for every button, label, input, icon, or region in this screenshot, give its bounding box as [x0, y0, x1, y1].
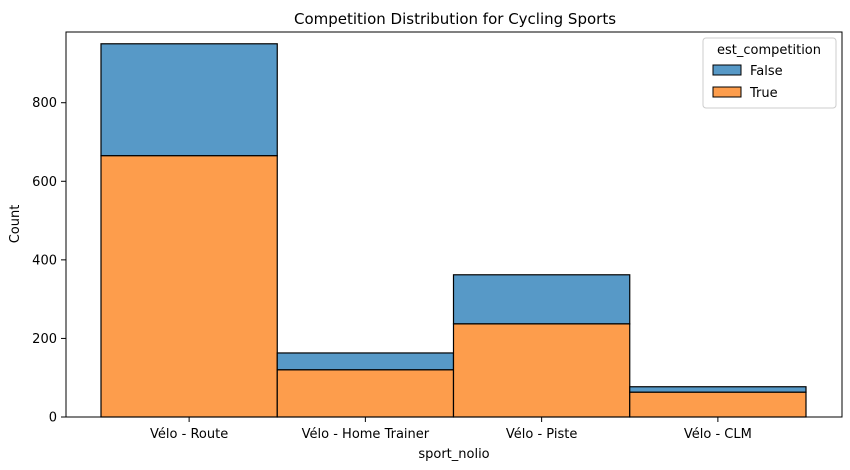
x-tick-label-2: Vélo - Piste	[506, 427, 577, 442]
bar-false-2	[452, 274, 631, 325]
bar-true-1	[276, 369, 455, 418]
bar-false-1	[276, 352, 455, 371]
y-tick-label-4: 800	[32, 96, 57, 111]
x-tick-label-3: Vélo - CLM	[684, 427, 752, 442]
plot-area	[65, 31, 843, 418]
x-tick-label-1: Vélo - Home Trainer	[302, 427, 430, 442]
axes-frame	[65, 31, 843, 418]
x-axis-title: sport_nolio	[418, 447, 489, 462]
bar-false-0	[100, 43, 278, 157]
legend-swatch-false	[712, 64, 742, 76]
legend-title: est_competition	[717, 43, 821, 58]
y-axis-title: Count	[8, 205, 23, 244]
legend: est_competition False True	[702, 37, 837, 109]
bar-true-3	[629, 391, 807, 418]
chart-title: Competition Distribution for Cycling Spo…	[294, 10, 616, 28]
y-tick-label-3: 600	[32, 175, 57, 190]
legend-label-false: False	[750, 64, 783, 79]
y-tick-label-0: 0	[49, 411, 57, 426]
x-axis: Vélo - Route Vélo - Home Trainer Vélo - Pi…	[150, 417, 752, 442]
legend-swatch-true	[712, 86, 742, 98]
y-tick-label-2: 400	[32, 253, 57, 268]
legend-label-true: True	[749, 86, 778, 101]
bar-true-0	[100, 155, 278, 418]
bar-true-2	[452, 323, 631, 418]
x-tick-label-0: Vélo - Route	[150, 427, 228, 442]
y-axis: 0 200 400 600 800	[32, 96, 66, 426]
bar-false-3	[629, 386, 807, 393]
y-tick-label-1: 200	[32, 332, 57, 347]
